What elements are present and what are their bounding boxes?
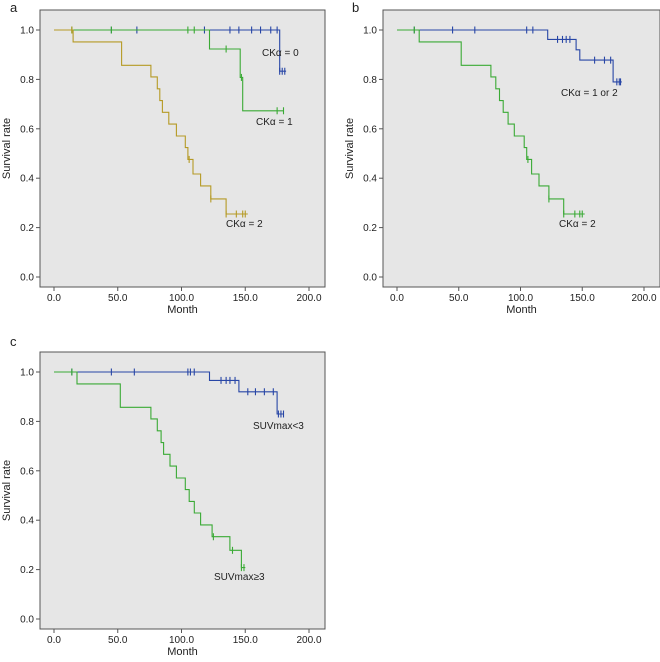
y-axis-title: Survival rate <box>344 118 356 179</box>
series-label: CKα = 2 <box>559 219 596 230</box>
x-tick-label: 100.0 <box>508 293 533 304</box>
x-tick-label: 200.0 <box>296 635 321 646</box>
y-axis-title: Survival rate <box>1 460 13 521</box>
y-tick-label: 0.4 <box>363 174 377 185</box>
x-tick-label: 50.0 <box>108 293 128 304</box>
y-tick-label: 0.8 <box>363 75 377 86</box>
y-tick-label: 0.6 <box>20 124 34 135</box>
x-tick-label: 0.0 <box>390 293 404 304</box>
y-tick-label: 0.0 <box>363 273 377 284</box>
series-2: CKα = 2 <box>54 26 263 230</box>
panel-b: b 0.0 0.2 0.4 0.6 0.8 1.0 0.0 50.0 100.0 150.0 200.… <box>344 0 660 316</box>
x-tick-label: 50.0 <box>449 293 469 304</box>
panel-letter: c <box>10 334 17 349</box>
series-label: CKα = 1 <box>256 117 293 128</box>
y-tick-label: 0.0 <box>20 273 34 284</box>
x-axis-title: Month <box>506 304 537 316</box>
panel-c: c 0.0 0.2 0.4 0.6 0.8 1.0 0.0 50.0 100.0 150.0 200.… <box>1 334 326 658</box>
x-tick-label: 100.0 <box>169 293 194 304</box>
series-1: CKα = 2 <box>397 26 596 230</box>
survival-curve <box>397 29 622 83</box>
y-tick-label: 0.6 <box>20 466 34 477</box>
series-label: CKα = 0 <box>262 48 299 59</box>
survival-curve <box>54 29 284 112</box>
x-tick-label: 150.0 <box>233 635 258 646</box>
x-tick-label: 100.0 <box>169 635 194 646</box>
y-tick-label: 1.0 <box>20 368 34 379</box>
x-tick-label: 200.0 <box>631 293 656 304</box>
plot-frame <box>39 9 326 288</box>
x-tick-label: 0.0 <box>47 293 61 304</box>
y-axis-title: Survival rate <box>1 118 13 179</box>
survival-curve <box>54 371 284 415</box>
series-0: CKα = 1 or 2 <box>397 26 622 99</box>
y-tick-label: 0.4 <box>20 516 34 527</box>
series-label: SUVmax<3 <box>253 421 304 432</box>
y-tick-label: 0.2 <box>363 223 377 234</box>
y-tick-label: 0.0 <box>20 615 34 626</box>
series-label: CKα = 1 or 2 <box>561 88 618 99</box>
y-tick-label: 0.2 <box>20 565 34 576</box>
series-label: SUVmax≥3 <box>214 572 265 583</box>
y-tick-label: 1.0 <box>363 26 377 37</box>
panel-letter: b <box>352 0 359 15</box>
x-tick-label: 50.0 <box>108 635 128 646</box>
survival-curve <box>54 29 248 215</box>
plot-frame <box>382 9 660 288</box>
x-tick-label: 150.0 <box>570 293 595 304</box>
survival-curve <box>397 29 585 215</box>
series-label: CKα = 2 <box>226 219 263 230</box>
y-tick-label: 0.8 <box>20 417 34 428</box>
x-tick-label: 150.0 <box>233 293 258 304</box>
x-axis-title: Month <box>167 646 198 658</box>
x-axis-title: Month <box>167 304 198 316</box>
y-tick-label: 0.4 <box>20 174 34 185</box>
y-tick-label: 0.6 <box>363 124 377 135</box>
y-tick-label: 0.2 <box>20 223 34 234</box>
plot-frame <box>39 351 326 630</box>
x-tick-label: 200.0 <box>296 293 321 304</box>
series-1: SUVmax≥3 <box>54 368 265 583</box>
y-tick-label: 1.0 <box>20 26 34 37</box>
panel-a: a 0.0 0.2 0.4 0.6 0.8 1.0 0.0 50.0 100.0 150.0 200.… <box>1 0 326 316</box>
panel-letter: a <box>10 0 18 15</box>
x-tick-label: 0.0 <box>47 635 61 646</box>
y-tick-label: 0.8 <box>20 75 34 86</box>
survival-curve <box>54 371 246 569</box>
